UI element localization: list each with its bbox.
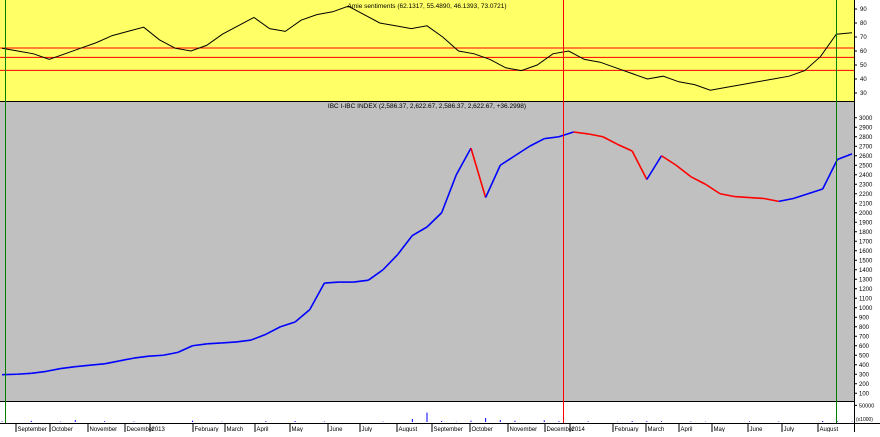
- price-panel-background: [0, 102, 854, 401]
- date-axis-label: June: [330, 427, 344, 432]
- price-y-tick-label: 2600: [859, 154, 873, 160]
- price-y-tick-label: 500: [859, 353, 870, 359]
- price-series-segment: [749, 198, 764, 199]
- price-y-tick-label: 1600: [859, 249, 873, 255]
- price-y-tick-label: 1700: [859, 239, 873, 245]
- price-y-tick-label: 300: [859, 372, 870, 378]
- price-y-tick-label: 1200: [859, 287, 873, 293]
- sentiment-y-tick-label: 80: [860, 21, 867, 27]
- date-axis-label: 2013: [152, 427, 166, 432]
- sentiment-panel-background: [0, 0, 854, 101]
- date-axis-label: March: [227, 427, 244, 432]
- sentiment-y-tick-label: 60: [860, 49, 867, 55]
- date-axis-label: November: [90, 427, 118, 432]
- price-series-segment: [222, 342, 237, 343]
- sentiment-y-tick-label: 30: [860, 91, 867, 97]
- price-y-tick-label: 900: [859, 315, 870, 321]
- date-axis-label: October: [52, 427, 73, 432]
- price-y-tick-label: 1100: [859, 296, 873, 302]
- price-y-tick-label: 2700: [859, 144, 873, 150]
- date-axis-label: May: [714, 427, 725, 432]
- price-y-tick-label: 200: [859, 382, 870, 388]
- date-axis-label: March: [648, 427, 665, 432]
- date-axis-label: February: [615, 427, 639, 432]
- date-axis-label: June: [750, 427, 764, 432]
- price-y-tick-label: 2500: [859, 163, 873, 169]
- price-y-tick-label: 700: [859, 334, 870, 340]
- price-y-tick-label: 2000: [859, 211, 873, 217]
- price-y-tick-label: 1000: [859, 306, 873, 312]
- price-y-tick-label: 2300: [859, 182, 873, 188]
- sentiment-y-tick-label: 40: [860, 77, 867, 83]
- price-y-tick-label: 1500: [859, 258, 873, 264]
- price-y-tick-label: 2900: [859, 125, 873, 131]
- date-axis-label: August: [820, 427, 839, 432]
- date-axis-label: April: [257, 427, 269, 432]
- price-y-tick-label: 1400: [859, 268, 873, 274]
- price-y-tick-label: 2800: [859, 135, 873, 141]
- price-y-tick-label: 1300: [859, 277, 873, 283]
- date-axis-label: July: [784, 427, 795, 432]
- price-y-tick-label: 2200: [859, 192, 873, 198]
- price-y-tick-label: 100: [859, 391, 870, 397]
- price-panel-title: IBC I-IBC INDEX (2,586.37, 2,622.67, 2,5…: [328, 103, 526, 110]
- date-axis-label: February: [195, 427, 219, 432]
- price-series-segment: [324, 282, 339, 283]
- price-series-segment: [207, 343, 222, 344]
- price-y-tick-label: 2100: [859, 201, 873, 207]
- price-series-segment: [17, 373, 32, 374]
- price-y-tick-label: 3000: [859, 116, 873, 122]
- date-axis-label: July: [362, 427, 373, 432]
- volume-y-tick-label: 50000: [859, 403, 874, 409]
- sentiment-panel-title: Amie sentiments (62.1317, 55.4890, 46.13…: [348, 3, 507, 10]
- date-axis-label: October: [472, 427, 493, 432]
- date-axis-label: September: [434, 427, 463, 432]
- price-y-tick-label: 1800: [859, 230, 873, 236]
- price-series-segment: [149, 355, 164, 356]
- date-axis-label: May: [292, 427, 303, 432]
- date-axis-label: September: [18, 427, 47, 432]
- price-y-tick-label: 600: [859, 344, 870, 350]
- date-axis-label: November: [510, 427, 538, 432]
- sentiment-y-tick-label: 90: [860, 7, 867, 13]
- date-axis-label: April: [681, 427, 693, 432]
- price-y-tick-label: 1900: [859, 220, 873, 226]
- date-axis-label: 2014: [572, 427, 586, 432]
- volume-unit-label: (x1000): [856, 417, 873, 423]
- date-axis-label: August: [399, 427, 418, 432]
- price-series-segment: [735, 197, 750, 198]
- sentiment-y-tick-label: 50: [860, 63, 867, 69]
- sentiment-y-tick-label: 70: [860, 35, 867, 41]
- price-y-tick-label: 800: [859, 325, 870, 331]
- price-y-tick-label: 400: [859, 363, 870, 369]
- price-y-tick-label: 2400: [859, 173, 873, 179]
